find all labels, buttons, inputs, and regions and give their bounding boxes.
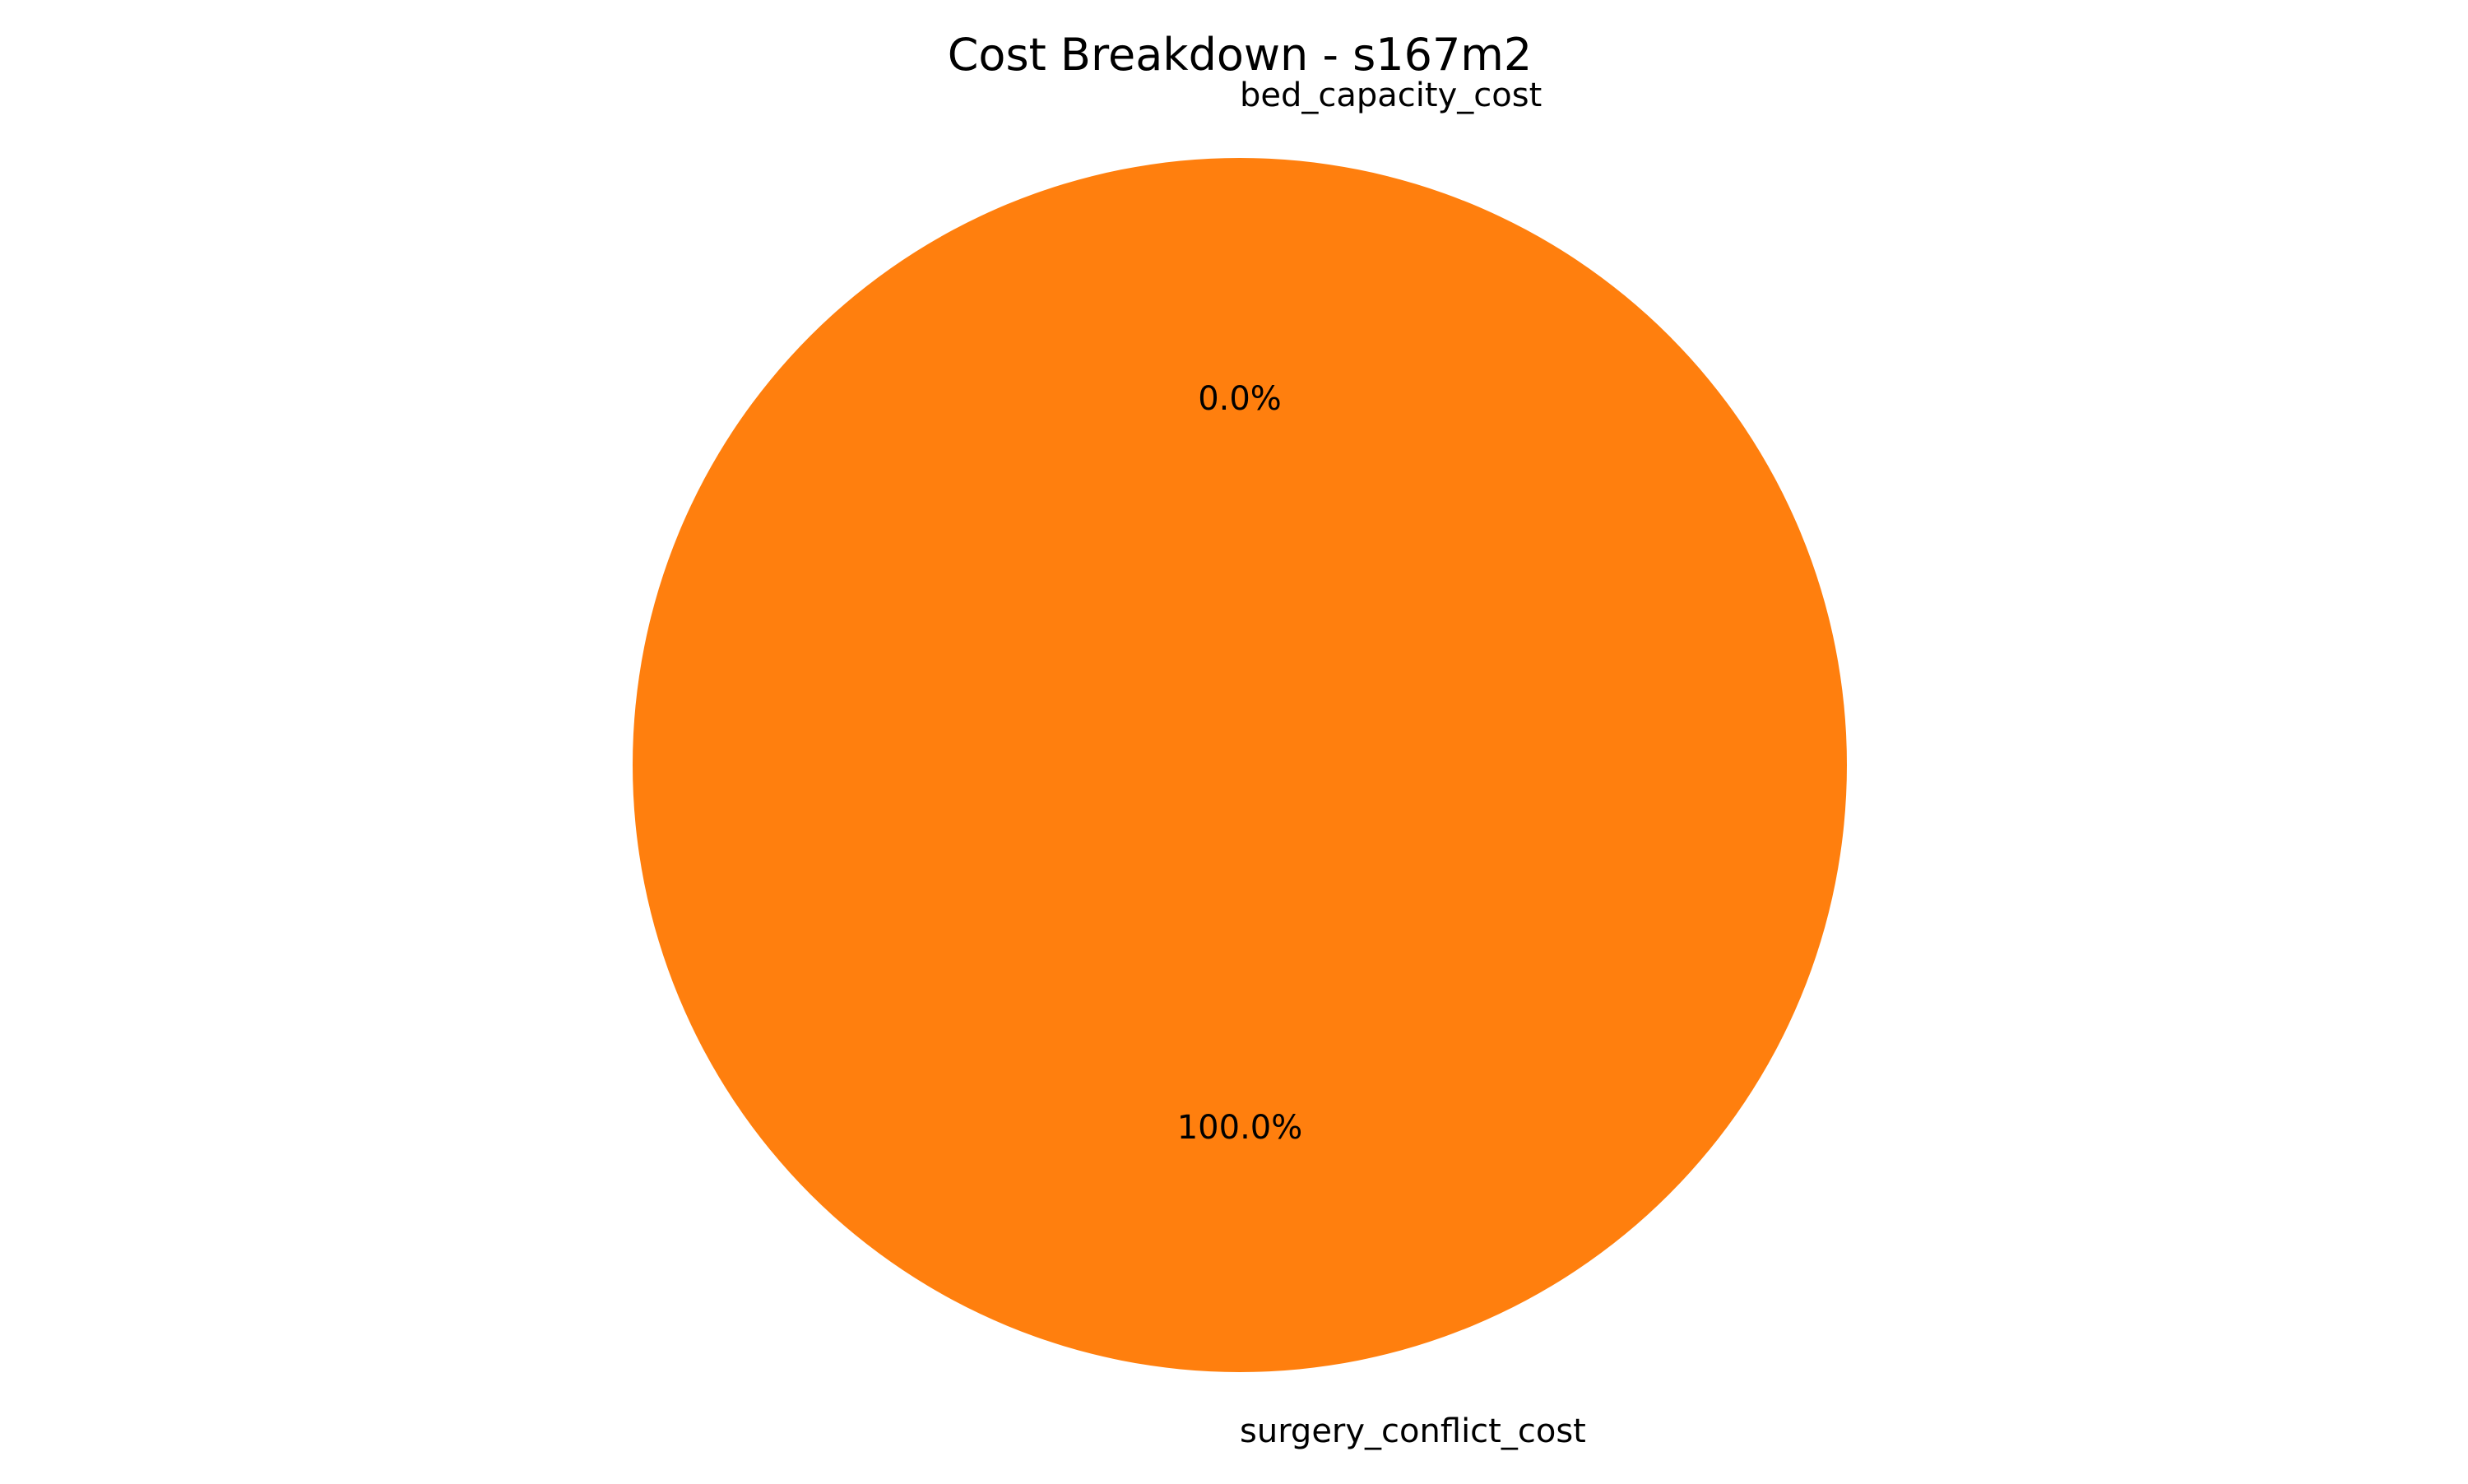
pie-slice-surgery-conflict-cost bbox=[633, 158, 1847, 1372]
pie-labels: bed_capacity_cost 0.0% surgery_conflict_co… bbox=[1177, 77, 1586, 1450]
chart-title: Cost Breakdown - s167m2 bbox=[948, 29, 1533, 81]
slice-label-bed-capacity-cost: bed_capacity_cost bbox=[1240, 77, 1542, 114]
slice-percent-bed-capacity-cost: 0.0% bbox=[1198, 380, 1282, 418]
slice-percent-surgery-conflict-cost: 100.0% bbox=[1177, 1109, 1303, 1147]
pie-slices bbox=[633, 158, 1847, 1372]
slice-label-surgery-conflict-cost: surgery_conflict_cost bbox=[1240, 1412, 1586, 1450]
